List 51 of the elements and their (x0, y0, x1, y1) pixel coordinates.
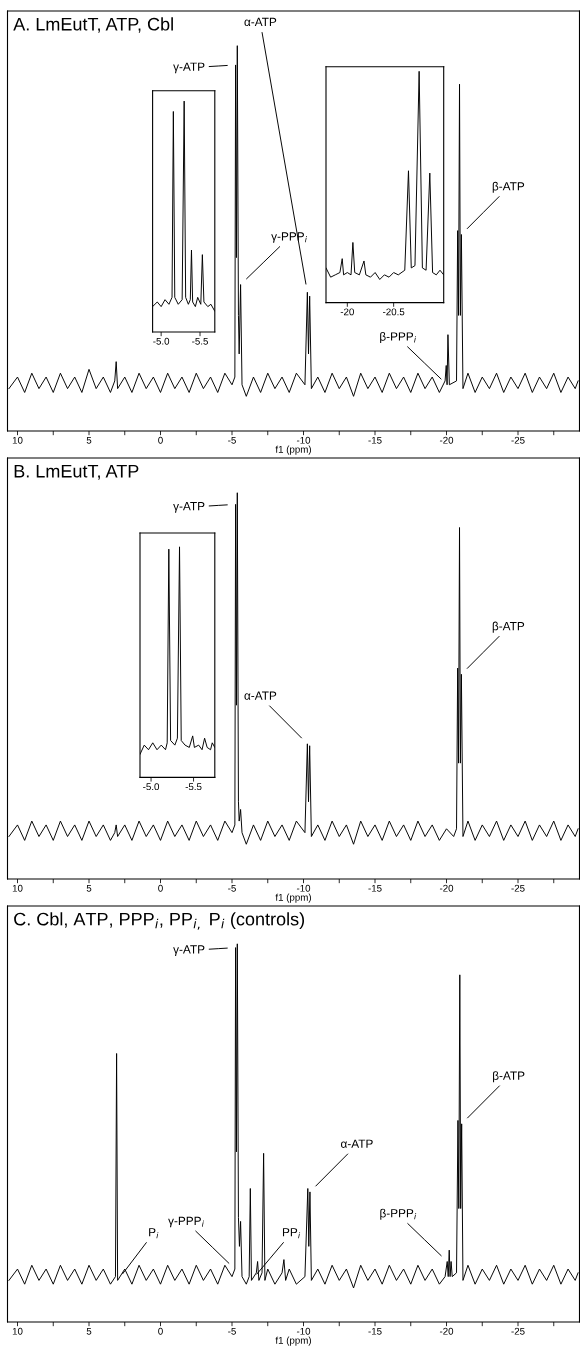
x-tick-label: -20 (439, 1327, 454, 1335)
x-tick-label: 10 (12, 1327, 23, 1335)
x-tick-label: -25 (511, 436, 525, 444)
x-tick-label: -15 (368, 1327, 382, 1335)
x-tick-label: 10 (12, 884, 23, 892)
x-tick-label: -20 (340, 308, 354, 316)
x-tick-label: 10 (12, 436, 23, 444)
chart-title: B. LmEutT, ATP (14, 464, 139, 480)
annotation: β-ATP (493, 1071, 525, 1083)
x-tick-label: -10 (296, 884, 311, 892)
annotation: α-ATP (244, 17, 277, 27)
x-tick-label: -20.5 (383, 308, 405, 316)
annotation: α-ATP (244, 691, 277, 700)
x-tick-label: -5 (228, 884, 236, 892)
x-tick-label: -15 (368, 436, 382, 444)
chart-title: A. LmEutT, ATP, Cbl (13, 17, 173, 33)
annotation: β-ATP (492, 181, 525, 193)
x-axis-title: f1 (ppm) (275, 1336, 311, 1346)
x-tick-label: -20 (439, 884, 454, 892)
x-tick-label: 5 (86, 436, 92, 444)
annotation: γ-ATP (173, 945, 205, 956)
x-tick-label: 0 (158, 1327, 163, 1335)
x-tick-label: -5.0 (143, 783, 160, 791)
annotation: β-PPP$_{i}$ (380, 1208, 417, 1220)
x-tick-label: -10 (296, 436, 311, 444)
annotation: γ-ATP (173, 502, 205, 513)
x-tick-label: -5.5 (185, 783, 202, 791)
annotation: β-PPP$_{i}$ (380, 332, 417, 343)
x-tick-label: -10 (296, 1327, 311, 1335)
x-tick-label: -5.5 (192, 337, 208, 345)
x-tick-label: 0 (158, 884, 163, 892)
x-tick-label: -25 (511, 1327, 525, 1335)
x-tick-label: -15 (368, 884, 382, 892)
annotation: PP$_{i}$ (282, 1228, 301, 1239)
annotation: α-ATP (341, 1139, 373, 1148)
x-tick-label: -5 (228, 436, 236, 444)
x-axis-title: f1 (ppm) (275, 893, 311, 903)
x-tick-label: 5 (86, 1327, 92, 1335)
annotation: β-ATP (492, 621, 525, 633)
x-tick-label: -25 (511, 884, 525, 892)
x-tick-label: 5 (86, 884, 92, 892)
x-axis-title: f1 (ppm) (275, 445, 311, 455)
annotation: γ-PPP$_{i}$ (271, 232, 307, 243)
annotation: P$_{i}$ (149, 1228, 159, 1239)
x-tick-label: -5.0 (153, 337, 170, 345)
x-tick-label: -20 (439, 436, 454, 444)
annotation: γ-PPP$_{i}$ (168, 1216, 204, 1228)
annotation: γ-ATP (173, 62, 205, 74)
chart-title: C. Cbl, ATP, PPP$_{i}$, PP$_{i,}$ P$_{i}$ (controls) (14, 912, 305, 930)
x-tick-label: -5 (228, 1327, 236, 1335)
x-tick-label: 0 (158, 436, 163, 444)
